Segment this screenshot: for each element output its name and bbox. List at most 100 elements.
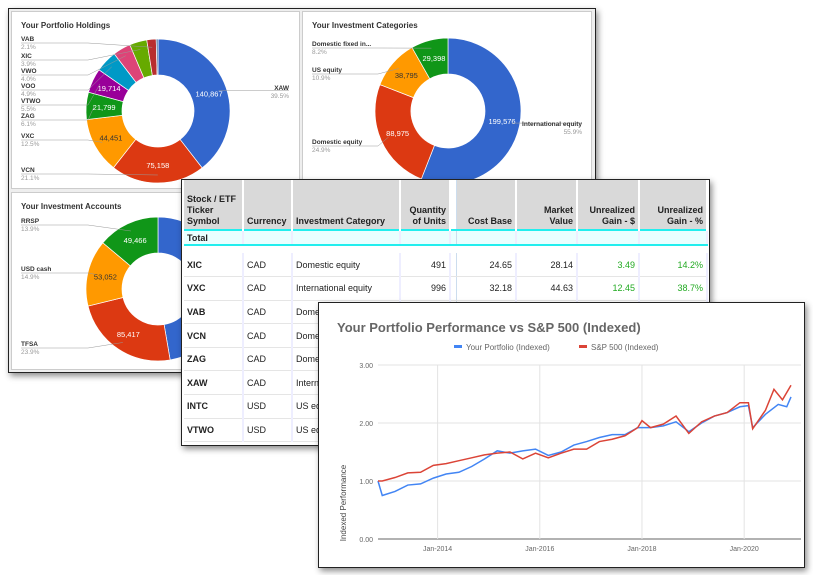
- slice-value-label: 49,466: [124, 236, 147, 245]
- cell-category[interactable]: Domestic equity: [292, 253, 401, 278]
- slice-percent-label: 10.9%: [312, 75, 331, 82]
- accounts-title: Your Investment Accounts: [21, 202, 122, 211]
- cell-currency[interactable]: CAD: [243, 276, 293, 301]
- slice-name-label: XIC: [21, 53, 32, 60]
- legend-label[interactable]: S&P 500 (Indexed): [591, 343, 659, 352]
- slice-value-label: 140,867: [196, 90, 223, 99]
- cell-gain[interactable]: 12.45: [577, 276, 640, 301]
- slice-value-label: 29,398: [422, 54, 445, 63]
- header-category[interactable]: Investment Category: [292, 180, 401, 230]
- cell-currency[interactable]: USD: [243, 394, 293, 419]
- total-label[interactable]: Total: [184, 229, 244, 246]
- slice-name-label: VAB: [21, 36, 35, 43]
- column-gap: [450, 180, 457, 230]
- cell-currency[interactable]: CAD: [243, 323, 293, 348]
- categories-title: Your Investment Categories: [312, 21, 418, 30]
- y-tick-label: 2.00: [359, 421, 373, 428]
- cell-currency[interactable]: USD: [243, 418, 293, 443]
- cell-symbol[interactable]: VXC: [184, 276, 244, 301]
- cell-gain[interactable]: 3.49: [577, 253, 640, 278]
- donut-slice-xaw[interactable]: [157, 38, 231, 169]
- slice-percent-label: 4.0%: [21, 76, 36, 83]
- table-row: VXC CAD International equity 996 32.18 44.63 1…: [184, 276, 708, 301]
- cell-symbol[interactable]: ZAG: [184, 347, 244, 372]
- slice-value-label: 21,799: [93, 103, 116, 112]
- legend-swatch: [454, 345, 462, 348]
- cell-qty[interactable]: 491: [400, 253, 451, 278]
- cell-currency[interactable]: CAD: [243, 300, 293, 325]
- header-cost-base[interactable]: Cost Base: [456, 180, 517, 230]
- slice-name-label: VTWO: [21, 98, 41, 105]
- legend-label[interactable]: Your Portfolio (Indexed): [466, 343, 550, 352]
- total-row: Total: [184, 229, 708, 246]
- cell-cost[interactable]: 24.65: [456, 253, 517, 278]
- cell-currency[interactable]: CAD: [243, 253, 293, 278]
- slice-name-label: VWO: [21, 68, 37, 75]
- cell-gain_pct[interactable]: 14.2%: [639, 253, 708, 278]
- cell-symbol[interactable]: INTC: [184, 394, 244, 419]
- cell-cost[interactable]: 32.18: [456, 276, 517, 301]
- slice-percent-label: 23.9%: [21, 349, 40, 356]
- slice-percent-label: 21.1%: [21, 175, 40, 182]
- slice-name-label: VOO: [21, 83, 35, 90]
- slice-percent-label: 24.9%: [312, 147, 331, 154]
- slice-value-label: 53,052: [94, 273, 117, 282]
- cell-symbol[interactable]: VCN: [184, 323, 244, 348]
- donut-slice-domestic-equity[interactable]: [374, 84, 435, 180]
- slice-value-label: 44,451: [99, 133, 122, 142]
- cell-currency[interactable]: CAD: [243, 370, 293, 396]
- performance-chart-window: Your Portfolio Performance vs S&P 500 (I…: [318, 302, 805, 568]
- y-tick-label: 3.00: [359, 363, 373, 370]
- slice-name-label: International equity: [522, 121, 582, 128]
- slice-name-label: TFSA: [21, 341, 38, 348]
- donut-slice-other[interactable]: [155, 38, 159, 76]
- legend-swatch: [579, 345, 587, 348]
- header-gain-percent[interactable]: Unrealized Gain - %: [639, 180, 708, 230]
- performance-title: Your Portfolio Performance vs S&P 500 (I…: [337, 320, 641, 335]
- cell-market[interactable]: 44.63: [516, 276, 578, 301]
- cell-gain_pct[interactable]: 38.7%: [639, 276, 708, 301]
- slice-percent-label: 13.9%: [21, 226, 40, 233]
- slice-value-label: 199,576: [488, 117, 515, 126]
- slice-percent-label: 55.9%: [564, 129, 583, 136]
- cell-category[interactable]: International equity: [292, 276, 401, 301]
- slice-name-label: USD cash: [21, 266, 51, 273]
- cell-market[interactable]: 28.14: [516, 253, 578, 278]
- holdings-chart: Your Portfolio Holdings 140,867 XAW 39.5% 7…: [11, 11, 300, 189]
- y-tick-label: 1.00: [359, 479, 373, 486]
- slice-value-label: 19,714: [98, 84, 121, 93]
- series-line-sp500[interactable]: [378, 384, 792, 482]
- slice-name-label: RRSP: [21, 218, 40, 225]
- cell-currency[interactable]: CAD: [243, 347, 293, 372]
- header-market-value[interactable]: Market Value: [516, 180, 578, 230]
- cell-qty[interactable]: 996: [400, 276, 451, 301]
- series-line-portfolio[interactable]: [377, 396, 792, 497]
- categories-chart: Your Investment Categories 199,576 Intern…: [302, 11, 592, 189]
- header-gain-dollar[interactable]: Unrealized Gain - $: [577, 180, 640, 230]
- slice-name-label: VXC: [21, 133, 35, 140]
- performance-line-chart: Your Portfolio Performance vs S&P 500 (I…: [337, 320, 801, 553]
- header-quantity[interactable]: Quantity of Units: [400, 180, 451, 230]
- donut-slice-tfsa[interactable]: [87, 297, 171, 362]
- slice-value-label: 38,795: [395, 71, 418, 80]
- header-symbol[interactable]: Stock / ETF Ticker Symbol: [184, 180, 244, 230]
- slice-value-label: 88,975: [386, 129, 409, 138]
- cell-symbol[interactable]: VAB: [184, 300, 244, 325]
- slice-percent-label: 2.1%: [21, 44, 36, 51]
- cell-symbol[interactable]: XIC: [184, 253, 244, 278]
- cell-symbol[interactable]: VTWO: [184, 418, 244, 443]
- slice-percent-label: 14.9%: [21, 274, 40, 281]
- slice-value-label: 85,417: [117, 330, 140, 339]
- donut-slice-rrsp[interactable]: [102, 216, 159, 267]
- slice-percent-label: 8.2%: [312, 49, 327, 56]
- slice-percent-label: 6.1%: [21, 121, 36, 128]
- cell-symbol[interactable]: XAW: [184, 370, 244, 396]
- slice-name-label: Domestic equity: [312, 139, 363, 146]
- x-tick-label: Jan-2020: [730, 546, 759, 553]
- header-currency[interactable]: Currency: [243, 180, 293, 230]
- slice-name-label: ZAG: [21, 113, 35, 120]
- slice-percent-label: 3.9%: [21, 61, 36, 68]
- holdings-title: Your Portfolio Holdings: [21, 21, 111, 30]
